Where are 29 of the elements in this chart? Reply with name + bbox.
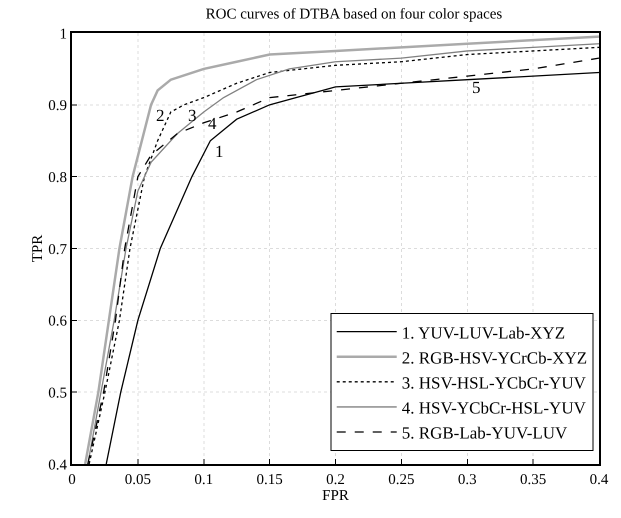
legend-label: 3. HSV-HSL-YCbCr-YUV — [402, 373, 587, 392]
annotation: 3 — [188, 106, 196, 125]
x-tick-label: 0.3 — [458, 472, 477, 488]
x-tick-label: 0.35 — [520, 472, 546, 488]
x-tick-label: 0.15 — [256, 472, 283, 488]
x-tick-label: 0.1 — [194, 472, 214, 488]
legend-label: 1. YUV-LUV-Lab-XYZ — [402, 323, 566, 342]
y-tick-label: 0.5 — [48, 385, 67, 402]
annotation: 2 — [156, 106, 164, 125]
annotation: 1 — [215, 142, 224, 161]
x-tick-label: 0 — [68, 472, 76, 488]
legend-label: 4. HSV-YCbCr-HSL-YUV — [402, 398, 587, 418]
chart-title: ROC curves of DTBA based on four color spaces — [206, 6, 502, 22]
y-tick-label: 0.4 — [48, 457, 68, 474]
x-axis-title: FPR — [322, 488, 349, 504]
x-tick-label: 0.4 — [590, 472, 609, 488]
y-tick-label: 1 — [60, 26, 67, 42]
y-tick-label: 0.9 — [48, 98, 67, 114]
annotation: 4 — [208, 114, 217, 133]
x-tick-label: 0.05 — [124, 472, 152, 488]
legend-label: 5. RGB-Lab-YUV-LUV — [402, 424, 568, 443]
y-tick-label: 0.6 — [48, 314, 68, 330]
y-tick-label: 0.8 — [48, 170, 67, 186]
y-axis-title: TPR — [30, 234, 46, 262]
annotation: 5 — [472, 78, 480, 97]
legend-label: 2. RGB-HSV-YCrCb-XYZ — [402, 348, 588, 368]
x-tick-label: 0.2 — [326, 472, 345, 488]
y-tick-label: 0.7 — [48, 242, 68, 258]
x-tick-label: 0.25 — [388, 472, 415, 488]
